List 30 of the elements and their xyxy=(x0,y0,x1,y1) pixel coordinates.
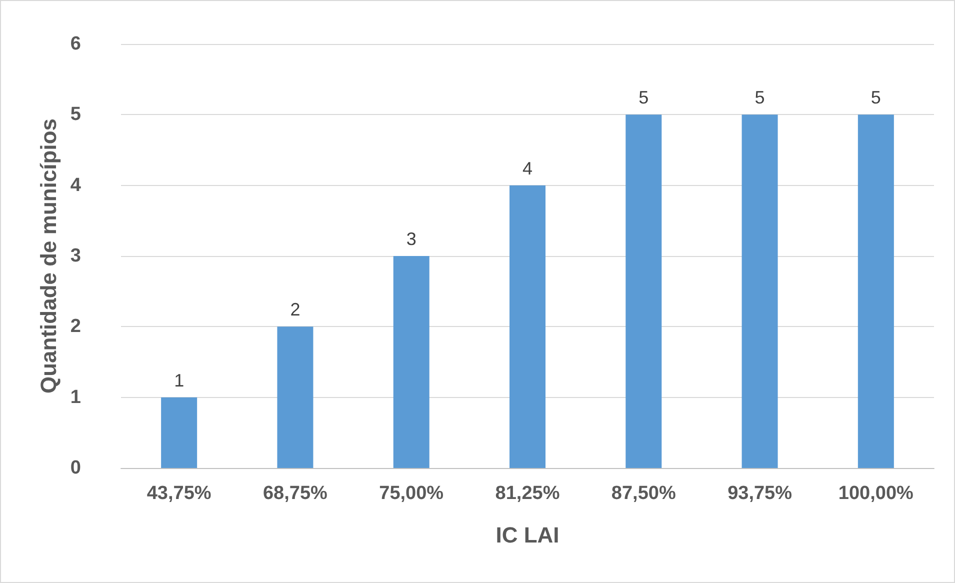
data-label: 2 xyxy=(290,300,300,320)
y-axis-title: Quantidade de municípios xyxy=(36,118,62,394)
data-label: 3 xyxy=(406,229,416,249)
y-tick-label: 3 xyxy=(70,246,81,266)
bar xyxy=(626,114,662,468)
y-tick-label: 6 xyxy=(70,34,81,54)
bar xyxy=(277,326,314,468)
bar xyxy=(161,397,198,468)
bar xyxy=(393,256,430,468)
y-tick-label: 5 xyxy=(70,104,82,126)
x-tick-label: 87,50% xyxy=(611,483,676,504)
bar xyxy=(510,185,546,468)
y-tick-label: 2 xyxy=(70,316,81,338)
y-tick-label: 1 xyxy=(70,386,82,408)
data-label: 4 xyxy=(522,158,533,178)
bar xyxy=(742,114,778,468)
x-tick-label: 43,75% xyxy=(146,483,212,504)
data-label: 5 xyxy=(638,88,649,108)
x-tick-label: 68,75% xyxy=(262,483,328,504)
data-label: 5 xyxy=(754,88,765,108)
data-label: 5 xyxy=(870,88,881,108)
x-tick-label: 100,00% xyxy=(838,483,914,504)
y-tick-label: 0 xyxy=(70,458,81,478)
y-tick-label: 4 xyxy=(70,174,82,196)
x-axis-title: IC LAI xyxy=(496,522,560,548)
x-tick-label: 81,25% xyxy=(495,483,560,504)
bar xyxy=(858,114,894,468)
x-tick-label: 93,75% xyxy=(728,483,792,504)
x-tick-label: 75,00% xyxy=(379,483,444,504)
data-label: 1 xyxy=(174,370,184,390)
